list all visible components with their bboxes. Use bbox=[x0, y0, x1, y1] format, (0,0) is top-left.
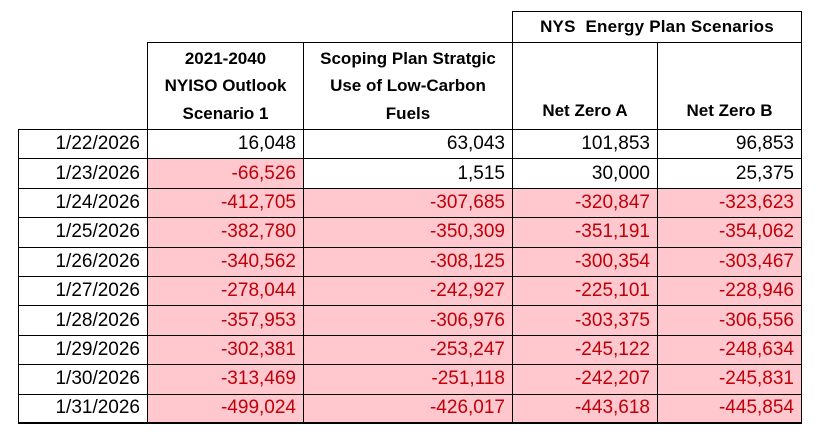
value-cell: -66,526 bbox=[147, 158, 304, 189]
value-cell: -303,375 bbox=[512, 305, 658, 336]
date-cell: 1/28/2026 bbox=[18, 305, 148, 336]
value-cell: 101,853 bbox=[512, 128, 658, 160]
value-cell: -306,556 bbox=[657, 305, 802, 336]
value-cell: 16,048 bbox=[147, 128, 304, 160]
value-cell: -499,024 bbox=[147, 393, 304, 425]
table-row: 1/25/2026 -382,780 -350,309 -351,191 -35… bbox=[18, 217, 802, 248]
value-cell: -245,122 bbox=[512, 334, 658, 366]
value-cell: -382,780 bbox=[147, 217, 304, 248]
scenario-comparison-table: NYS Energy Plan Scenarios 2021-2040 NYIS… bbox=[18, 11, 802, 425]
column-header-net-zero-a: Net Zero A bbox=[512, 42, 658, 130]
value-cell: 96,853 bbox=[657, 128, 802, 160]
value-cell: -313,469 bbox=[147, 364, 304, 395]
value-cell: -307,685 bbox=[303, 187, 513, 219]
value-cell: -302,381 bbox=[147, 334, 304, 366]
value-cell: -351,191 bbox=[512, 217, 658, 248]
value-cell: 25,375 bbox=[657, 158, 802, 189]
value-cell: -228,946 bbox=[657, 275, 802, 307]
value-cell: 30,000 bbox=[512, 158, 658, 189]
value-cell: 1,515 bbox=[303, 158, 513, 189]
date-cell: 1/29/2026 bbox=[18, 334, 148, 366]
date-cell: 1/25/2026 bbox=[18, 217, 148, 248]
value-cell: -320,847 bbox=[512, 187, 658, 219]
value-cell: -245,831 bbox=[657, 364, 802, 395]
table-row: 1/27/2026 -278,044 -242,927 -225,101 -22… bbox=[18, 275, 802, 307]
table-row: 1/24/2026 -412,705 -307,685 -320,847 -32… bbox=[18, 187, 802, 219]
group-header-nys-energy-plan-scenarios: NYS Energy Plan Scenarios bbox=[512, 11, 802, 43]
value-cell: -350,309 bbox=[303, 217, 513, 248]
date-cell: 1/27/2026 bbox=[18, 275, 148, 307]
value-cell: 63,043 bbox=[303, 128, 513, 160]
table-row: 1/31/2026 -499,024 -426,017 -443,618 -44… bbox=[18, 393, 802, 425]
date-cell: 1/30/2026 bbox=[18, 364, 148, 395]
value-cell: -248,634 bbox=[657, 334, 802, 366]
value-cell: -323,623 bbox=[657, 187, 802, 219]
value-cell: -354,062 bbox=[657, 217, 802, 248]
date-cell: 1/22/2026 bbox=[18, 128, 148, 160]
value-cell: -251,118 bbox=[303, 364, 513, 395]
date-cell: 1/31/2026 bbox=[18, 393, 148, 425]
column-header-net-zero-b: Net Zero B bbox=[657, 42, 802, 130]
table-row: 1/29/2026 -302,381 -253,247 -245,122 -24… bbox=[18, 334, 802, 366]
value-cell: -242,207 bbox=[512, 364, 658, 395]
empty-corner bbox=[18, 11, 513, 43]
value-cell: -242,927 bbox=[303, 275, 513, 307]
value-cell: -308,125 bbox=[303, 246, 513, 277]
value-cell: -426,017 bbox=[303, 393, 513, 425]
column-header-row: 2021-2040 NYISO Outlook Scenario 1 Scopi… bbox=[18, 42, 802, 130]
date-cell: 1/24/2026 bbox=[18, 187, 148, 219]
value-cell: -412,705 bbox=[147, 187, 304, 219]
table-row: 1/30/2026 -313,469 -251,118 -242,207 -24… bbox=[18, 364, 802, 395]
value-cell: -340,562 bbox=[147, 246, 304, 277]
table-row: 1/22/2026 16,048 63,043 101,853 96,853 bbox=[18, 128, 802, 160]
value-cell: -300,354 bbox=[512, 246, 658, 277]
value-cell: -225,101 bbox=[512, 275, 658, 307]
value-cell: -253,247 bbox=[303, 334, 513, 366]
value-cell: -278,044 bbox=[147, 275, 304, 307]
date-cell: 1/26/2026 bbox=[18, 246, 148, 277]
table-row: 1/26/2026 -340,562 -308,125 -300,354 -30… bbox=[18, 246, 802, 277]
group-header-row: NYS Energy Plan Scenarios bbox=[18, 11, 802, 43]
table-row: 1/23/2026 -66,526 1,515 30,000 25,375 bbox=[18, 158, 802, 189]
value-cell: -306,976 bbox=[303, 305, 513, 336]
date-cell: 1/23/2026 bbox=[18, 158, 148, 189]
table-row: 1/28/2026 -357,953 -306,976 -303,375 -30… bbox=[18, 305, 802, 336]
value-cell: -357,953 bbox=[147, 305, 304, 336]
column-header-scoping-plan: Scoping Plan Stratgic Use of Low-Carbon … bbox=[303, 42, 513, 130]
value-cell: -303,467 bbox=[657, 246, 802, 277]
value-cell: -443,618 bbox=[512, 393, 658, 425]
column-header-nyiso-outlook: 2021-2040 NYISO Outlook Scenario 1 bbox=[147, 42, 304, 130]
value-cell: -445,854 bbox=[657, 393, 802, 425]
empty-date-header bbox=[18, 42, 148, 130]
